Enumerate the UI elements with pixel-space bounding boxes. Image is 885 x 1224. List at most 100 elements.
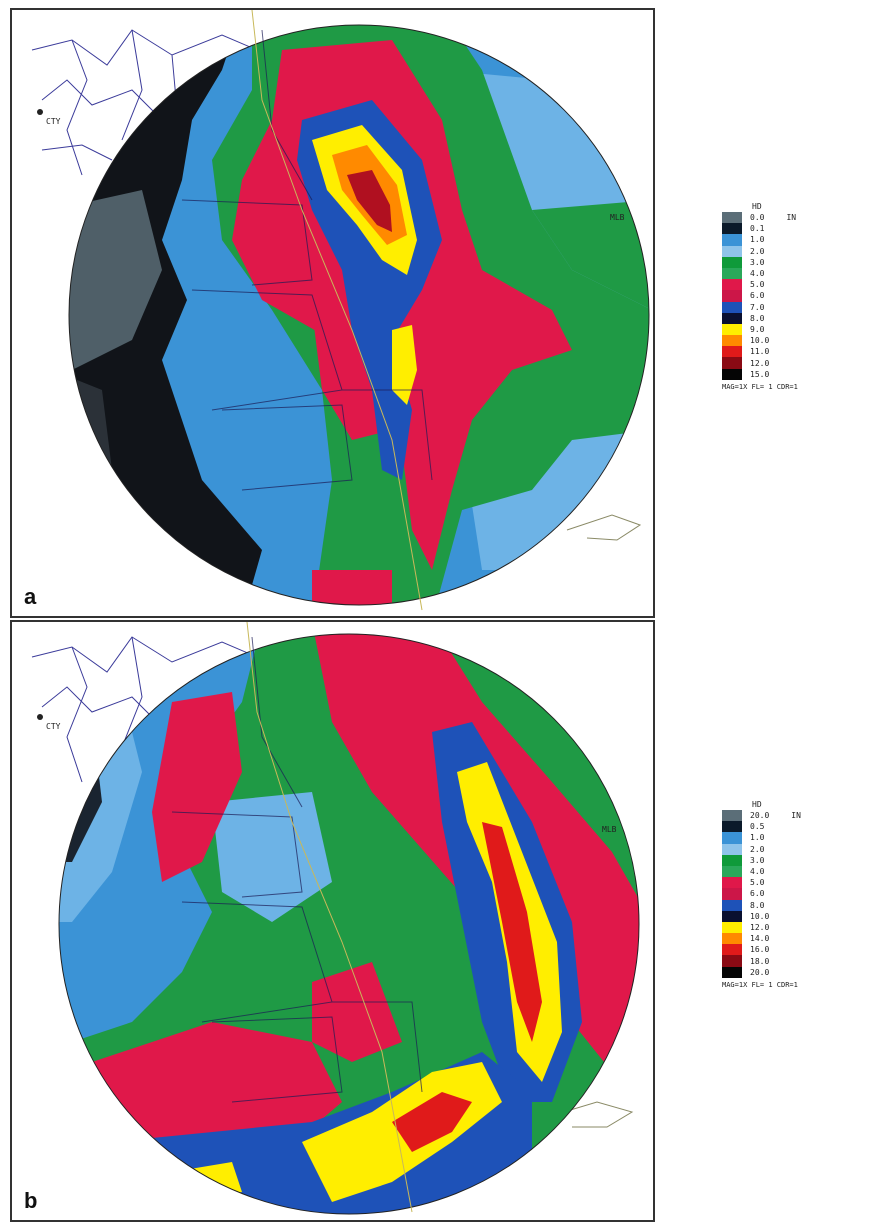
legend-swatch — [722, 910, 742, 922]
legend-swatch — [722, 245, 742, 257]
site-label-mlb-b: MLB — [602, 825, 617, 834]
legend-unit-label: IN — [786, 213, 797, 223]
legend-swatch — [722, 888, 742, 900]
legend-value-label: 1.0 — [750, 833, 765, 843]
legend-title-a: HD — [752, 202, 885, 212]
legend-title-text-a: HD — [752, 202, 762, 211]
legend-row: 5.0 — [722, 877, 885, 889]
legend-row: 12.0 — [722, 357, 885, 369]
legend-row: 20.0 IN — [722, 810, 885, 822]
legend-value-label: 1.0 — [750, 235, 765, 245]
legend-row: 4.0 — [722, 865, 885, 878]
legend-row: 8.0 — [722, 312, 885, 324]
legend-row: 6.0 — [722, 290, 885, 302]
legend-value-label: 8.0 — [750, 900, 765, 910]
legend-row: 3.0 — [722, 256, 885, 268]
site-label-cty-b: CTY — [46, 722, 61, 731]
legend-row: 5.0 — [722, 279, 885, 291]
legend-rows-a: 0.0 IN 0.1 1.0 2.0 3.0 4.0 5.0 6.0 7.0 8.0 9.0 10.0 1… — [722, 212, 885, 380]
legend-swatch — [722, 821, 742, 833]
legend-row: 10.0 — [722, 910, 885, 922]
legend-row: 16.0 — [722, 944, 885, 956]
legend-row: 15.0 — [722, 368, 885, 380]
legend-value-label: 9.0 — [750, 324, 765, 334]
legend-value-label: 5.0 — [750, 878, 765, 888]
legend-row: 0.1 — [722, 223, 885, 235]
legend-value-label: 20.0 — [750, 967, 770, 977]
coastline-b — [246, 622, 413, 1213]
legend-value-label: 2.0 — [750, 844, 765, 854]
legend-value-label: 0.1 — [750, 224, 765, 234]
legend-value-label: 6.0 — [750, 291, 765, 301]
site-marker-cty-a — [37, 109, 43, 115]
radar-panel-b: CTY MLB b — [10, 620, 655, 1222]
legend-row: 9.0 — [722, 323, 885, 336]
legend-swatch — [722, 301, 742, 313]
legend-swatch — [722, 212, 742, 224]
legend-value-label: 11.0 — [750, 347, 770, 357]
legend-swatch — [722, 234, 742, 246]
legend-footer-a: MAG=1X FL= 1 CDR=1 — [722, 382, 798, 391]
legend-row: 14.0 — [722, 933, 885, 945]
legend-swatch — [722, 966, 742, 978]
legend-value-label: 6.0 — [750, 889, 765, 899]
legend-row: 20.0 — [722, 966, 885, 978]
coastline-a — [251, 10, 423, 611]
legend-swatch — [722, 899, 742, 911]
legend-title-b: HD — [752, 800, 885, 810]
county-lines-b — [171, 636, 423, 1103]
panel-label-b: b — [24, 1188, 38, 1213]
legend-row: 10.0 — [722, 335, 885, 347]
radar-map-a: CTY MLB — [31, 10, 650, 611]
site-label-mlb-a: MLB — [610, 213, 625, 222]
legend-b: HD 20.0 IN 0.5 1.0 2.0 3.0 4.0 5.0 6.0 8.0 10.0 12.… — [722, 800, 885, 989]
legend-swatch — [722, 346, 742, 358]
legend-value-label: 3.0 — [750, 257, 765, 267]
radar-panel-a: CTY MLB a — [10, 8, 655, 618]
legend-swatch — [722, 854, 742, 866]
legend-value-label: 3.0 — [750, 855, 765, 865]
legend-value-label: 7.0 — [750, 302, 765, 312]
legend-value-label: 10.0 — [750, 336, 770, 346]
site-label-cty-a: CTY — [46, 117, 61, 126]
boundary-lines-b — [31, 636, 634, 1128]
legend-swatch — [722, 279, 742, 291]
legend-row: 11.0 — [722, 346, 885, 358]
legend-swatch — [722, 865, 742, 878]
legend-value-label: 0.0 — [750, 213, 765, 223]
legend-a: HD 0.0 IN 0.1 1.0 2.0 3.0 4.0 5.0 6.0 7.0 8.0 9.0 10… — [722, 202, 885, 391]
legend-swatch — [722, 267, 742, 280]
legend-swatch — [722, 944, 742, 956]
legend-value-label: 0.5 — [750, 822, 765, 832]
legend-row: 12.0 — [722, 921, 885, 934]
legend-value-label: 8.0 — [750, 313, 765, 323]
legend-row: 2.0 — [722, 245, 885, 257]
legend-title-text-b: HD — [752, 800, 762, 809]
legend-swatch — [722, 843, 742, 855]
legend-value-label: 2.0 — [750, 246, 765, 256]
legend-swatch — [722, 955, 742, 967]
legend-swatch — [722, 256, 742, 268]
legend-unit-label: IN — [791, 811, 801, 821]
precip-field-b — [59, 634, 639, 1214]
panel-label-a: a — [24, 584, 37, 609]
legend-value-label: 12.0 — [750, 922, 770, 932]
legend-swatch — [722, 877, 742, 889]
legend-row: 1.0 — [722, 234, 885, 246]
legend-value-label: 4.0 — [750, 867, 765, 877]
legend-swatch — [722, 290, 742, 302]
legend-row: 2.0 — [722, 843, 885, 855]
legend-row: 1.0 — [722, 832, 885, 844]
legend-row: 7.0 — [722, 301, 885, 313]
legend-value-label: 15.0 — [750, 369, 770, 379]
legend-value-label: 14.0 — [750, 934, 770, 944]
legend-value-label: 18.0 — [750, 956, 770, 966]
legend-value-label: 12.0 — [750, 358, 770, 368]
legend-row: 8.0 — [722, 899, 885, 911]
legend-swatch — [722, 223, 742, 235]
legend-swatch — [722, 335, 742, 347]
legend-row: 6.0 — [722, 888, 885, 900]
legend-value-label: 10.0 — [750, 911, 770, 921]
legend-swatch — [722, 832, 742, 844]
legend-row: 3.0 — [722, 854, 885, 866]
